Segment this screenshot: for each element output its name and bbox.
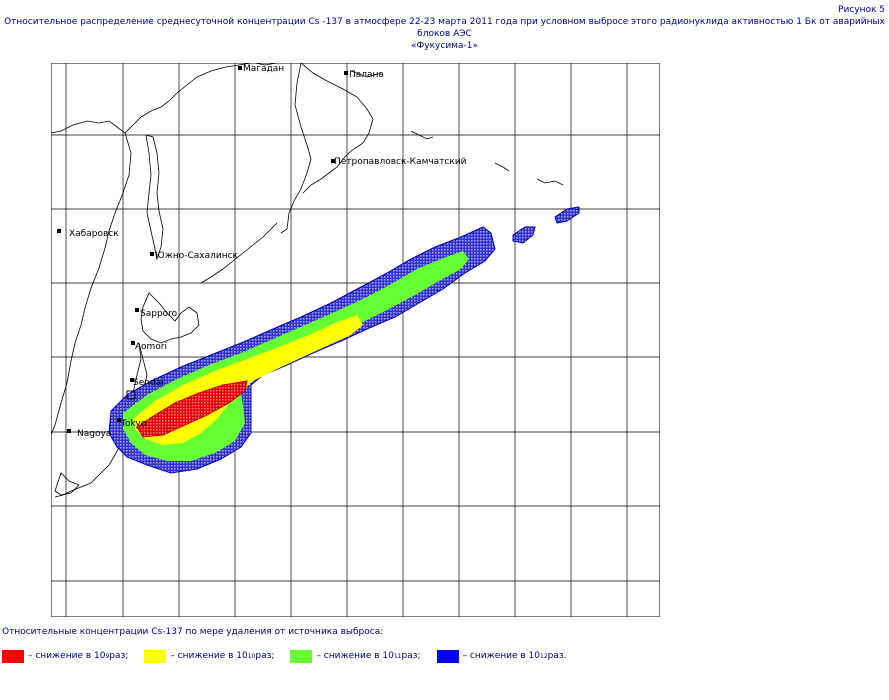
legend-swatch-blue — [436, 649, 459, 663]
city-label: Хабаровск — [69, 229, 119, 239]
city-label: Магадан — [243, 64, 284, 74]
city-sendai: Sendai — [130, 378, 164, 388]
legend-label-exponent: 10 — [247, 652, 256, 660]
legend-item-1e10: – снижение в 10 10 раз; — [144, 649, 275, 663]
city-sapporo: Sapporo — [135, 308, 178, 319]
map-svg: Магадан Палана Петропавловск-Камчатский … — [51, 63, 660, 617]
title-line-2: «Фукусима-1» — [411, 41, 478, 51]
city-khabarovsk: Хабаровск — [57, 229, 119, 239]
figure-title: Относительное распределение среднесуточн… — [0, 16, 889, 52]
legend-item-1e11: – снижение в 10 11 раз; — [290, 649, 421, 663]
legend-label-suffix: раз; — [401, 651, 421, 661]
plume-blue-patch-1 — [512, 226, 536, 244]
city-label: Aomori — [135, 342, 167, 352]
dispersion-map: Магадан Палана Петропавловск-Камчатский … — [51, 63, 660, 617]
legend-label-exponent: 9 — [105, 652, 110, 660]
legend-label-suffix: раз. — [547, 651, 567, 661]
legend-swatch-green — [290, 649, 313, 663]
city-tokyo: Tokyo — [117, 418, 147, 429]
city-label: Палана — [349, 70, 384, 80]
city-markers: Магадан Палана Петропавловск-Камчатский … — [57, 64, 467, 439]
legend: – снижение в 10 9 раз; – снижение в 10 10 … — [2, 648, 583, 664]
plume-blue-patch-2 — [554, 206, 580, 224]
city-label: Sapporo — [140, 309, 178, 319]
legend-label-exponent: 11 — [393, 652, 402, 660]
plume-red — [136, 380, 248, 438]
legend-item-1e9: – снижение в 10 9 раз; — [2, 649, 129, 663]
legend-swatch-yellow — [144, 649, 167, 663]
city-palana: Палана — [344, 70, 384, 80]
legend-label-suffix: раз; — [109, 651, 129, 661]
legend-swatch-red — [2, 649, 24, 663]
coastlines — [51, 63, 564, 498]
city-label: Sendai — [133, 378, 164, 388]
city-yuzhno-sakhalinsk: Южно-Сахалинск — [150, 251, 239, 261]
city-petropavlovsk: Петропавловск-Камчатский — [331, 157, 467, 167]
legend-label-prefix: – снижение в 10 — [170, 651, 248, 661]
city-label: Tokyo — [120, 419, 147, 429]
legend-label-prefix: – снижение в 10 — [316, 651, 394, 661]
legend-label-prefix: – снижение в 10 — [28, 651, 106, 661]
title-line-1: Относительное распределение среднесуточн… — [4, 17, 885, 39]
figure-number: Рисунок 5 — [838, 5, 885, 15]
map-frame — [51, 63, 660, 617]
city-aomori: Aomori — [131, 341, 167, 352]
legend-label-suffix: раз; — [255, 651, 275, 661]
legend-heading: Относительные концентрации Cs-137 по мер… — [2, 627, 384, 637]
fukushima-source-marker — [126, 390, 136, 400]
plume-contours — [108, 206, 580, 474]
city-label: Петропавловск-Камчатский — [334, 157, 467, 167]
legend-label-exponent: 12 — [540, 652, 548, 660]
legend-item-1e12: – снижение в 10 12 раз. — [436, 649, 567, 663]
city-nagoya: Nagoya — [67, 429, 111, 439]
city-magadan: Магадан — [238, 64, 284, 74]
city-label: Nagoya — [77, 429, 111, 439]
legend-label-prefix: – снижение в 10 — [462, 651, 540, 661]
city-label: Южно-Сахалинск — [155, 251, 239, 261]
